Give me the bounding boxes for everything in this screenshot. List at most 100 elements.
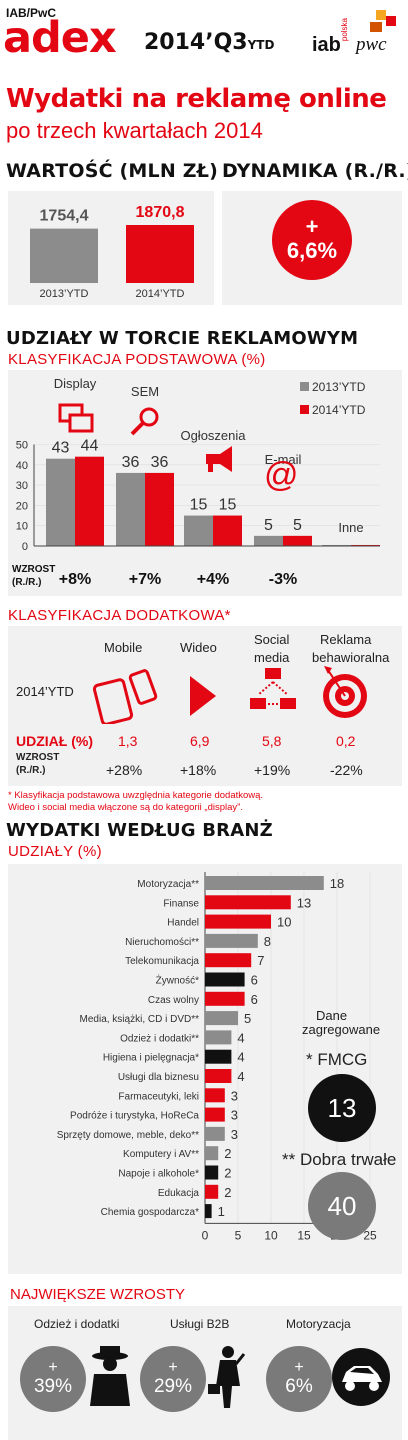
industries-value: 13	[297, 895, 311, 910]
top-growth-label-2: Usługi B2B	[170, 1317, 230, 1331]
industries-bar	[205, 1126, 225, 1141]
value-heading: WARTOŚĆ (MLN ZŁ)	[6, 160, 219, 182]
shares-value-label: 44	[81, 438, 99, 455]
additional-growth-mobile: +28%	[106, 762, 143, 778]
shares-bar-ogłoszenia-2	[213, 515, 242, 546]
industries-value: 5	[244, 1011, 251, 1026]
value-chart: 1754,4 2013’YTD 1870,8 2014’YTD	[30, 204, 194, 300]
shares-bar-e-mail-1	[254, 535, 283, 546]
growth-value: 6,6%	[286, 238, 338, 263]
industries-value: 4	[237, 1069, 244, 1084]
industries-value: 6	[251, 973, 258, 988]
shares-value-label: 43	[52, 440, 70, 457]
additional-share-behavioral: 0,2	[336, 733, 356, 749]
value-category-2: 2014’YTD	[136, 288, 185, 300]
fmcg-label: * FMCG	[306, 1050, 368, 1069]
industries-bar	[205, 953, 252, 968]
industries-xtick: 25	[363, 1228, 377, 1242]
shares-value-label: 36	[122, 454, 140, 471]
social-network-icon	[250, 668, 296, 709]
aggregated-title-1: Dane	[316, 1008, 348, 1023]
additional-label-behavioral-1: Reklama	[320, 632, 372, 647]
industries-category: Telekomunikacja	[125, 956, 199, 967]
industries-category: Media, książki, CD i DVD**	[80, 1014, 200, 1025]
industries-category: Żywność*	[156, 974, 199, 987]
industries-heading: WYDATKI WEDŁUG BRANŻ	[6, 820, 273, 841]
shares-category-3: Ogłoszenia	[180, 428, 246, 443]
fmcg-value: 13	[327, 1092, 357, 1123]
pwc-logo-mark	[370, 10, 396, 32]
shares-value-label: 5	[293, 517, 302, 534]
industries-category: Odzież i dodatki**	[120, 1033, 199, 1044]
additional-growth-label2: (R./R.)	[16, 765, 46, 776]
industries-value: 3	[231, 1088, 238, 1103]
top-growth-label-3: Motoryzacja	[286, 1317, 351, 1331]
industries-bar	[205, 1107, 225, 1122]
industries-xtick: 0	[202, 1228, 209, 1242]
shares-bar-sem-2	[145, 472, 174, 546]
main-title: Wydatki na reklamę online	[6, 84, 387, 114]
shares-subtitle: KLASYFIKACJA PODSTAWOWA (%)	[8, 351, 266, 368]
period-text: 2014’Q3	[144, 30, 248, 55]
value-bar-label-1: 1754,4	[40, 208, 89, 225]
shares-growth-4: -3%	[269, 571, 297, 588]
shares-ytick: 20	[16, 500, 28, 512]
top-growth-circle-1: + 39%	[20, 1346, 86, 1412]
shares-category-2: SEM	[131, 384, 159, 399]
shares-value-label: 5	[264, 517, 273, 534]
industries-bar	[205, 895, 291, 910]
industries-category: Motoryzacja**	[137, 879, 199, 890]
growth-circle: + 6,6%	[272, 200, 352, 280]
growth-sign: +	[305, 214, 319, 239]
industries-value: 6	[251, 992, 258, 1007]
shares-legend-swatch-1	[300, 382, 309, 391]
industries-value: 8	[264, 934, 271, 949]
shares-legend-label-2: 2014’YTD	[312, 403, 366, 417]
industries-bar	[205, 1049, 232, 1064]
industries-value: 18	[330, 876, 344, 891]
shares-growth-2: +7%	[129, 571, 161, 588]
industries-category: Finanse	[163, 898, 199, 909]
industries-value: 1	[218, 1204, 225, 1219]
additional-growth-label: WZROST	[16, 752, 60, 763]
at-sign-icon: @	[264, 456, 299, 494]
pwc-logo-text: pwc	[356, 34, 387, 55]
additional-growth-wideo: +18%	[180, 762, 217, 778]
industries-bar	[205, 1165, 219, 1180]
shares-ytick: 50	[16, 440, 28, 452]
industries-bar	[205, 933, 258, 948]
mobile-devices-icon	[92, 669, 158, 724]
industries-value: 3	[231, 1108, 238, 1123]
value-bar-label-2: 1870,8	[136, 204, 185, 221]
value-bar-2	[126, 225, 194, 283]
value-category-1: 2013’YTD	[40, 288, 89, 300]
industries-category: Farmaceutyki, leki	[118, 1091, 199, 1102]
industries-bar	[205, 1184, 219, 1199]
shares-bar-ogłoszenia-1	[184, 515, 213, 546]
top-growth-sign-2: +	[168, 1359, 178, 1376]
period-suffix: YTD	[247, 38, 275, 52]
durables-circle: 40	[308, 1172, 376, 1240]
main-subtitle: po trzech kwartałach 2014	[6, 118, 263, 143]
additional-label-social-2: media	[254, 650, 290, 665]
shares-growth-label2: (R./R.)	[12, 577, 41, 588]
additional-label-social-1: Social	[254, 632, 290, 647]
report-period: 2014’Q3YTD	[144, 30, 274, 55]
industries-category: Handel	[167, 918, 199, 929]
industries-value: 2	[224, 1185, 231, 1200]
shares-ytick: 30	[16, 480, 28, 492]
megaphone-icon	[206, 446, 232, 472]
additional-share-mobile: 1,3	[118, 733, 138, 749]
shares-category-4: E-mail	[265, 452, 302, 467]
shares-category-5: Inne	[338, 520, 363, 535]
top-growth-sign-1: +	[48, 1359, 58, 1376]
durables-label: ** Dobra trwałe	[282, 1150, 397, 1169]
industries-category: Komputery i AV**	[123, 1149, 199, 1160]
additional-growth-social: +19%	[254, 762, 291, 778]
shares-bar-display-2	[75, 456, 104, 546]
industries-bar	[205, 876, 324, 890]
additional-share-social: 5,8	[262, 733, 282, 749]
industries-category: Czas wolny	[148, 995, 199, 1006]
shares-chart: 0 10 20 30 40 50 43 44 Display +8% 36 36 SEM +7% 15 15 O…	[12, 376, 380, 588]
industries-category: Nieruchomości**	[125, 937, 199, 948]
